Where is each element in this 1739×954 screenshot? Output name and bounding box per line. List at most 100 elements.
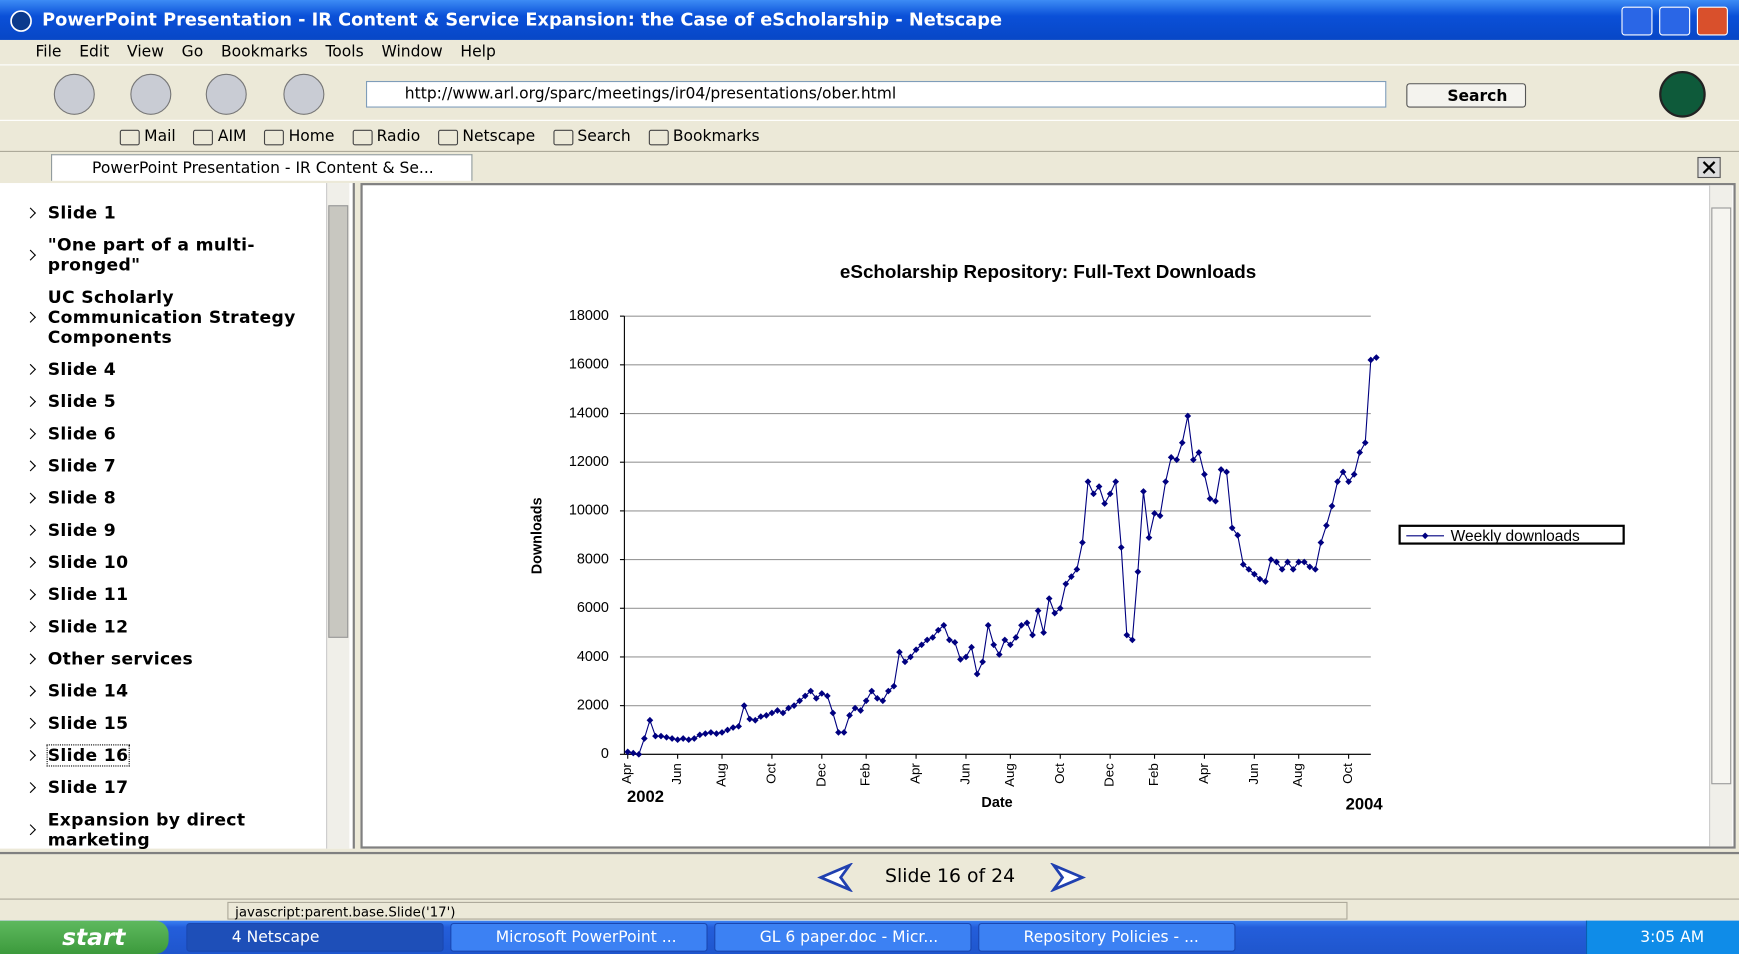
slide-link[interactable]: Slide 16 (0, 739, 324, 771)
menu-item[interactable]: View (127, 40, 164, 64)
slide-link[interactable]: Slide 14 (0, 674, 324, 706)
netscape-logo (1652, 70, 1712, 119)
back-button[interactable] (54, 74, 94, 114)
maximize-button[interactable] (1659, 7, 1690, 36)
data-point (1029, 632, 1036, 639)
data-point (830, 710, 837, 717)
data-point (1040, 629, 1047, 636)
toolbar-button[interactable]: Netscape (436, 121, 535, 151)
menu-item[interactable]: Window (381, 40, 442, 64)
y-tick-label: 4000 (577, 649, 609, 665)
slide-link[interactable]: Slide 17 (0, 771, 324, 803)
data-point (1334, 478, 1341, 485)
data-point (1329, 503, 1336, 510)
data-point (663, 734, 670, 741)
slide-link[interactable]: "One part of a multi-pronged" (0, 229, 324, 281)
slide-link[interactable]: Expansion by direct marketing (0, 803, 324, 855)
slide-link[interactable]: Slide 4 (0, 353, 324, 385)
slide-link[interactable]: Slide 12 (0, 610, 324, 642)
scrollbar[interactable] (326, 183, 349, 849)
slide-link[interactable]: Other services (0, 642, 324, 674)
y-tick-label: 10000 (569, 503, 609, 519)
slide-title: Slide 4 (48, 359, 116, 379)
previous-slide[interactable] (821, 865, 850, 889)
start-button[interactable]: start (0, 921, 169, 954)
menu-item[interactable]: Bookmarks (221, 40, 308, 64)
menu-item[interactable]: Go (182, 40, 204, 64)
slide-link[interactable]: Slide 15 (0, 707, 324, 739)
slide-title: Slide 5 (48, 391, 116, 411)
slide-link[interactable]: Slide 7 (0, 449, 324, 481)
slide-link[interactable]: Slide 11 (0, 578, 324, 610)
toolbar-button[interactable]: Home (262, 121, 334, 151)
window-title: PowerPoint Presentation - IR Content & S… (42, 9, 1002, 30)
data-point (1356, 449, 1363, 456)
toolbar-button[interactable]: Radio (350, 121, 420, 151)
menu-item[interactable]: File (35, 40, 61, 64)
toolbar-button[interactable]: AIM (191, 121, 246, 151)
slide-list-frame: Slide 1"One part of a multi-pronged" UC S… (0, 183, 355, 849)
scrollbar[interactable] (1709, 185, 1732, 846)
close-button[interactable] (1697, 7, 1728, 36)
search-button[interactable]: Search (1406, 83, 1526, 107)
menu-item[interactable]: Tools (325, 40, 363, 64)
forward-button[interactable] (131, 74, 171, 114)
next-slide[interactable] (1054, 865, 1083, 889)
menu-item[interactable]: Edit (79, 40, 109, 64)
status-bar: javascript:parent.base.Slide('17') (0, 899, 1739, 922)
data-point (1323, 522, 1330, 529)
toolbar-button[interactable]: Bookmarks (646, 121, 759, 151)
x-tick-label: Aug (714, 763, 729, 787)
chart-title: eScholarship Repository: Full-Text Downl… (840, 261, 1256, 282)
netscape-window: PowerPoint Presentation - IR Content & S… (0, 0, 1739, 954)
slide-link[interactable]: Slide 9 (0, 514, 324, 546)
task-button[interactable]: Repository Policies - ... (978, 923, 1235, 952)
task-button[interactable]: 4 Netscape (186, 923, 443, 952)
slide-title: Slide 6 (48, 423, 116, 443)
reload-button[interactable] (206, 74, 246, 114)
x-tick-label: Feb (1146, 763, 1161, 786)
x-tick-label: Oct (1340, 763, 1355, 784)
slide-link[interactable]: Slide 1 (0, 196, 324, 228)
data-point (685, 736, 692, 743)
y-tick-label: 18000 (569, 308, 609, 324)
data-point (696, 732, 703, 739)
minimize-button[interactable] (1621, 7, 1652, 36)
y-tick-label: 6000 (577, 600, 609, 616)
slide-title: Slide 10 (48, 552, 129, 572)
y-tick-label: 14000 (569, 405, 609, 421)
x-tick-label: Feb (858, 763, 873, 786)
url-field[interactable]: http://www.arl.org/sparc/meetings/ir04/p… (366, 81, 1386, 108)
task-list: 4 NetscapeMicrosoft PowerPoint ...GL 6 p… (186, 923, 1242, 952)
y-axis-label: Downloads (530, 497, 546, 574)
y-tick-label: 8000 (577, 551, 609, 567)
app-icon (9, 9, 33, 33)
stop-button[interactable] (284, 74, 324, 114)
slide-title: UC Scholarly Communication Strategy Comp… (48, 287, 296, 347)
task-button[interactable]: GL 6 paper.doc - Micr... (714, 923, 971, 952)
toolbar-button[interactable]: Search (551, 121, 631, 151)
page: PowerPoint Presentation - IR Content & S… (0, 0, 1739, 954)
data-point (1201, 471, 1208, 478)
slide-title: Slide 15 (48, 713, 129, 733)
data-point (647, 717, 654, 724)
task-button[interactable]: Microsoft PowerPoint ... (450, 923, 707, 952)
slide-title: Expansion by direct marketing (48, 809, 246, 849)
data-point (968, 644, 975, 651)
slide-counter: Slide 16 of 24 (885, 865, 1015, 887)
slide-link[interactable]: Slide 8 (0, 481, 324, 513)
slide-link[interactable]: UC Scholarly Communication Strategy Comp… (0, 281, 324, 353)
slide-link[interactable]: Slide 10 (0, 546, 324, 578)
legend-label: Weekly downloads (1451, 528, 1580, 545)
tab[interactable]: PowerPoint Presentation - IR Content & S… (51, 154, 472, 181)
data-point (979, 658, 986, 665)
menu-item[interactable]: Help (460, 40, 495, 64)
toolbar-button[interactable]: Mail (118, 121, 176, 151)
slide-navigation-bar: Slide 16 of 24 (0, 852, 1739, 901)
tab-bar: PowerPoint Presentation - IR Content & S… (0, 151, 1739, 183)
data-point (713, 730, 720, 737)
data-point (1140, 488, 1147, 495)
slide-link[interactable]: Slide 6 (0, 417, 324, 449)
close-tab-button[interactable] (1697, 156, 1721, 178)
slide-link[interactable]: Slide 5 (0, 385, 324, 417)
